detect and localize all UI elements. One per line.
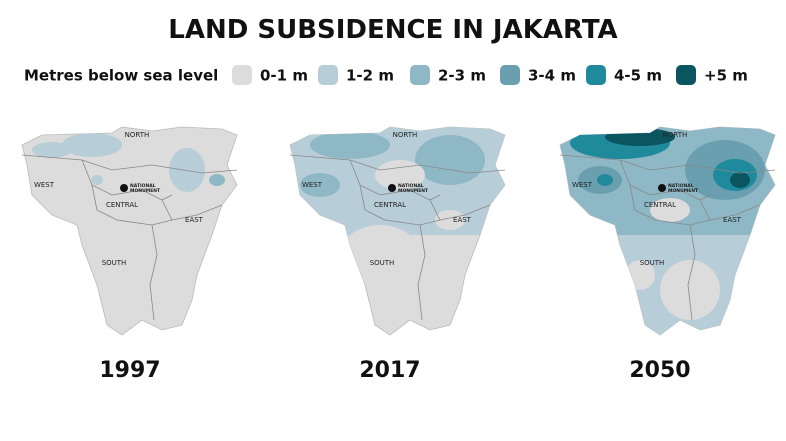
legend-title: Metres below sea level (24, 67, 218, 85)
region-label: NORTH (393, 131, 418, 139)
legend-label: 3-4 m (528, 67, 576, 85)
region-label: SOUTH (370, 259, 395, 267)
landmark-label: NATIONAL (668, 183, 694, 189)
landmark-label: MONUMENT (398, 188, 429, 194)
monument-icon (658, 184, 666, 192)
legend-swatch (318, 65, 338, 85)
region-label: NORTH (663, 131, 688, 139)
region-label: EAST (185, 216, 204, 224)
monument-icon (120, 184, 128, 192)
landmark-label: MONUMENT (130, 188, 161, 194)
region-label: SOUTH (102, 259, 127, 267)
legend: Metres below sea level 0-1 m 1-2 m 2-3 m 3-4… (24, 65, 748, 85)
legend-label: 0-1 m (260, 67, 308, 85)
map: NORTH WEST CENTRAL EAST SOUTH NATIONALMONUMEN… (289, 126, 506, 336)
monument-icon (388, 184, 396, 192)
map-year: 2017 (359, 358, 420, 383)
legend-swatch (232, 65, 252, 85)
map: NORTH WEST CENTRAL EAST SOUTH NATIONALMONUMEN… (21, 126, 238, 336)
landmark-label: NATIONAL (398, 183, 424, 189)
legend-swatch (676, 65, 696, 85)
legend-swatch (500, 65, 520, 85)
legend-label: 1-2 m (346, 67, 394, 85)
region-label: CENTRAL (374, 201, 406, 209)
region-label: EAST (723, 216, 742, 224)
map: NORTH WEST CENTRAL EAST SOUTH NATIONALMONUMEN… (559, 126, 776, 336)
region-label: WEST (302, 181, 323, 189)
region-label: WEST (34, 181, 55, 189)
legend-label: 4-5 m (614, 67, 662, 85)
region-label: WEST (572, 181, 593, 189)
landmark-label: NATIONAL (130, 183, 156, 189)
map-year: 1997 (99, 358, 160, 383)
region-label: NORTH (125, 131, 150, 139)
title: LAND SUBSIDENCE IN JAKARTA (168, 15, 617, 45)
region-label: CENTRAL (644, 201, 676, 209)
legend-label: +5 m (704, 67, 748, 85)
region-label: SOUTH (640, 259, 665, 267)
landmark-label: MONUMENT (668, 188, 699, 194)
region-label: CENTRAL (106, 201, 138, 209)
legend-swatch (410, 65, 430, 85)
legend-swatch (586, 65, 606, 85)
legend-label: 2-3 m (438, 67, 486, 85)
map-year: 2050 (629, 358, 690, 383)
region-label: EAST (453, 216, 472, 224)
